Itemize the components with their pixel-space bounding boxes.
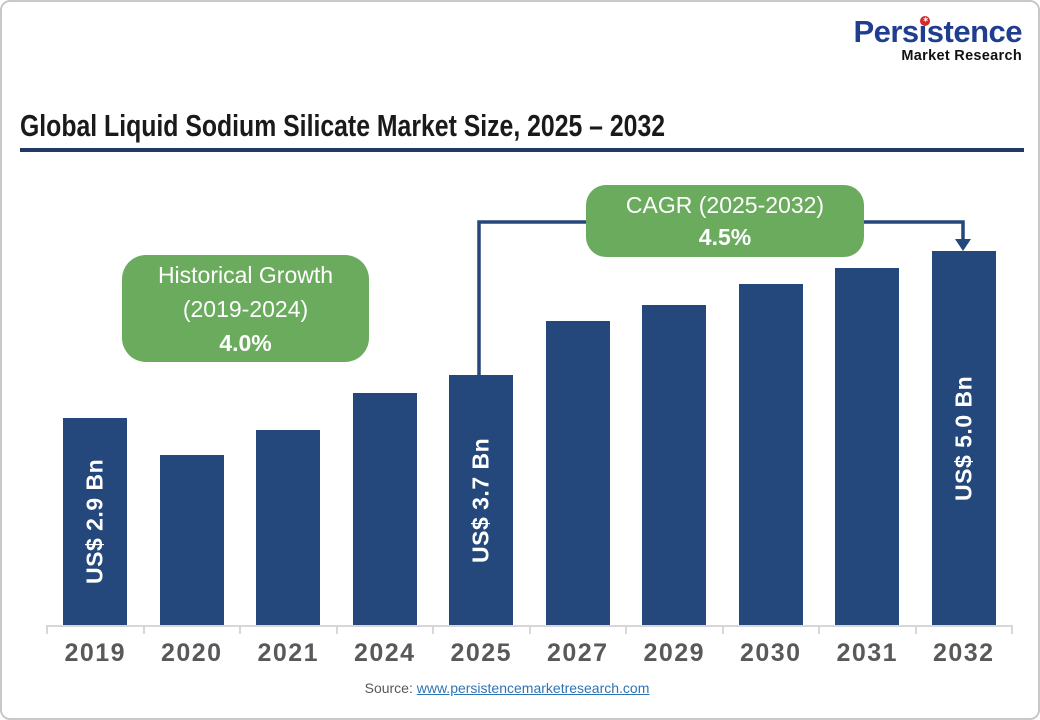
- bar-value-label-2025: US$ 3.7 Bn: [467, 437, 494, 563]
- historical-value: 4.0%: [219, 329, 272, 356]
- bar-2021: [256, 430, 321, 625]
- source-label: Source:: [364, 680, 413, 696]
- historical-growth-callout: Historical Growth (2019-2024) 4.0%: [122, 255, 369, 362]
- logo-wordmark: Persistence ✶: [853, 16, 1022, 47]
- cagr-line1: CAGR (2025-2032): [625, 192, 825, 218]
- bar-2024: [352, 393, 417, 625]
- x-axis-label-2032: 2032: [932, 639, 995, 667]
- bar-value-label-2032: US$ 5.0 Bn: [950, 375, 977, 501]
- x-axis-label-2031: 2031: [836, 639, 899, 667]
- x-axis-label-2030: 2030: [739, 639, 802, 667]
- historical-line1: Historical Growth: [157, 261, 334, 288]
- cagr-callout: CAGR (2025-2032) 4.5%: [586, 185, 864, 257]
- logo-subtitle: Market Research: [901, 48, 1022, 64]
- x-axis-label-2021: 2021: [257, 639, 320, 667]
- arrow-down-icon: [955, 239, 971, 251]
- source-line: Source: www.persistencemarketresearch.co…: [2, 680, 1012, 696]
- axis-tick: [914, 625, 917, 634]
- bar-2031: [835, 268, 900, 625]
- x-axis-label-2025: 2025: [450, 639, 513, 667]
- axis-tick: [528, 625, 531, 634]
- bar-2020: [159, 455, 224, 625]
- bar-2019: US$ 2.9 Bn: [63, 418, 128, 625]
- bar-2025: US$ 3.7 Bn: [449, 375, 514, 625]
- cagr-value: 4.5%: [698, 224, 752, 250]
- axis-tick: [818, 625, 820, 634]
- axis-tick: [1011, 625, 1013, 634]
- axis-tick: [721, 625, 724, 634]
- page-title: Global Liquid Sodium Silicate Market Siz…: [20, 108, 666, 143]
- brand-logo: Persistence ✶ Market Research: [853, 16, 1022, 65]
- star-dot-icon: ✶: [920, 16, 931, 26]
- axis-tick: [142, 625, 145, 634]
- title-underline: [20, 148, 1024, 152]
- bar-value-label-2019: US$ 2.9 Bn: [81, 458, 108, 585]
- historical-line2: (2019-2024): [182, 295, 309, 322]
- axis-tick: [239, 625, 241, 634]
- x-axis-label-2020: 2020: [160, 639, 223, 667]
- axis-tick: [46, 625, 48, 634]
- axis-tick: [335, 625, 338, 634]
- source-link[interactable]: www.persistencemarketresearch.com: [416, 680, 650, 696]
- logo-brand-text: Persistence: [853, 14, 1022, 49]
- axis-tick: [625, 625, 627, 634]
- axis-tick: [432, 625, 434, 634]
- bar-2027: [545, 321, 610, 625]
- bar-2029: [642, 305, 707, 625]
- bar-2032: US$ 5.0 Bn: [931, 251, 996, 625]
- x-axis-label-2024: 2024: [353, 639, 416, 667]
- x-axis-label-2027: 2027: [546, 639, 609, 667]
- x-axis-label-2029: 2029: [643, 639, 706, 667]
- x-axis-label-2019: 2019: [64, 639, 127, 667]
- bar-2030: [738, 284, 803, 625]
